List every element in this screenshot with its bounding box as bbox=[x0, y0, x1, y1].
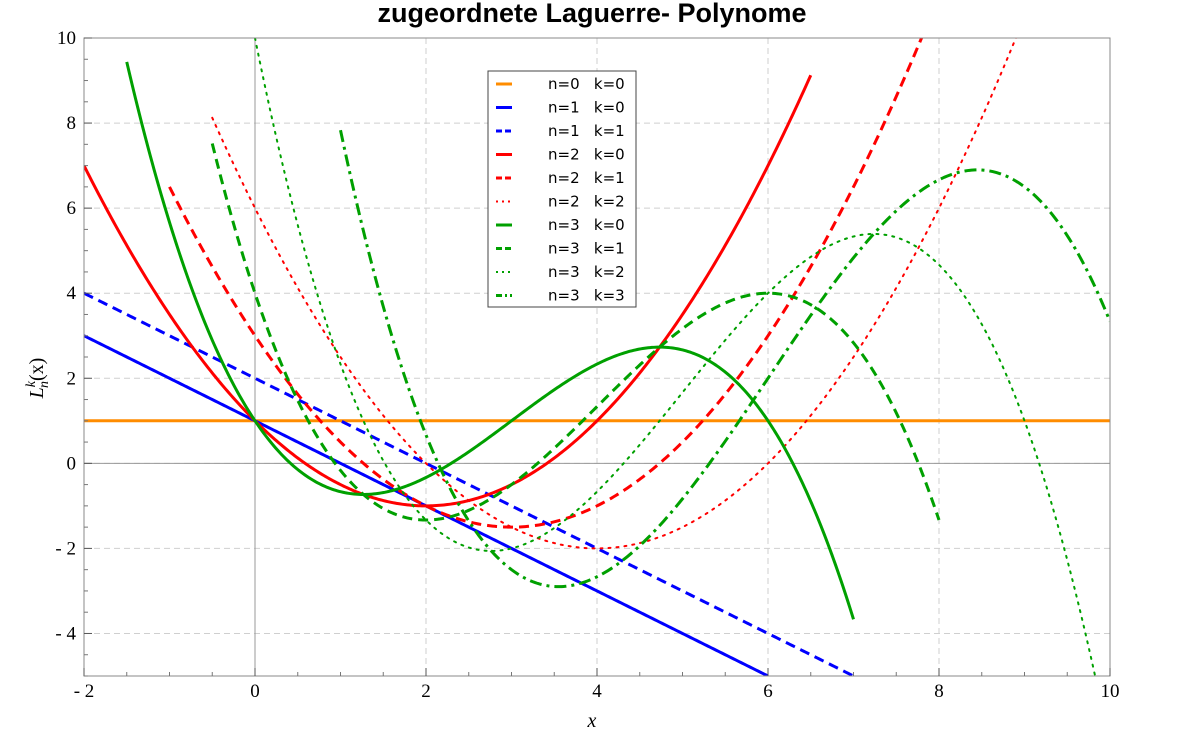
legend-label: n=1 k=0 bbox=[548, 99, 625, 117]
y-tick-label: 8 bbox=[67, 113, 77, 134]
legend-label: n=3 k=0 bbox=[548, 216, 625, 234]
y-tick-label: 10 bbox=[57, 28, 76, 49]
legend-label: n=2 k=0 bbox=[548, 146, 625, 164]
series-line-n1-k1 bbox=[84, 291, 855, 676]
legend-label: n=0 k=0 bbox=[548, 75, 625, 93]
legend-label: n=3 k=3 bbox=[548, 287, 625, 305]
y-axis-label-arg: (x) bbox=[26, 358, 48, 381]
x-tick-label: - 2 bbox=[74, 681, 95, 702]
y-tick-label: 2 bbox=[67, 368, 77, 389]
y-axis-label: Lkn(x) bbox=[24, 358, 52, 400]
series-line-n3-k0 bbox=[125, 61, 855, 620]
y-tick-label: - 4 bbox=[55, 623, 76, 644]
x-tick-label: 2 bbox=[421, 681, 431, 702]
x-tick-label: 6 bbox=[763, 681, 773, 702]
legend-label: n=3 k=2 bbox=[548, 263, 625, 281]
series-line-n2-k1 bbox=[168, 38, 924, 529]
y-tick-label: - 2 bbox=[55, 538, 76, 559]
y-axis-label-sub: n bbox=[37, 381, 52, 388]
series-line-n3-k2 bbox=[254, 38, 1097, 676]
legend-label: n=2 k=1 bbox=[548, 169, 625, 187]
y-tick-label: 0 bbox=[67, 453, 77, 474]
x-tick-label: 8 bbox=[934, 681, 944, 702]
y-tick-label: 4 bbox=[67, 283, 77, 304]
x-axis-label: x bbox=[587, 710, 597, 732]
y-tick-label: 6 bbox=[67, 198, 77, 219]
zero-axes bbox=[84, 38, 1110, 676]
series-line-n2-k0 bbox=[84, 74, 813, 508]
chart-title: zugeordnete Laguerre- Polynome bbox=[377, 0, 806, 28]
series-line-n3-k1 bbox=[210, 143, 941, 522]
y-axis-label-sup: k bbox=[24, 380, 39, 387]
svg-text:Lkn(x): Lkn(x) bbox=[24, 358, 52, 400]
legend-label: n=3 k=1 bbox=[548, 240, 625, 258]
x-tick-label: 10 bbox=[1101, 681, 1120, 702]
axis-ticks: - 2 0 2 4 6 8 10 - 4 - 2 0 2 4 6 8 10 bbox=[55, 28, 1119, 702]
series-line-n2-k2 bbox=[211, 38, 1017, 550]
legend-label: n=2 k=2 bbox=[548, 193, 625, 211]
legend-box bbox=[487, 70, 637, 308]
x-tick-label: 0 bbox=[250, 681, 260, 702]
legend: n=0 k=0 n=1 k=0 n=1 k=1 n=2 k=0 n=2 k=1 n=2 k… bbox=[487, 70, 637, 308]
series-layer bbox=[84, 38, 1110, 676]
legend-label: n=1 k=1 bbox=[548, 122, 625, 140]
x-tick-label: 4 bbox=[592, 681, 602, 702]
series-line-n3-k3 bbox=[339, 129, 1110, 589]
y-axis-label-base: L bbox=[26, 387, 48, 399]
